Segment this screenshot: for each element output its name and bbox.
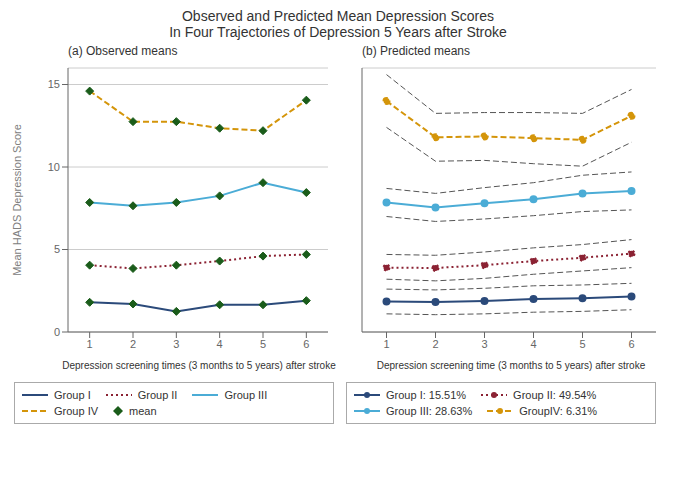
svg-text:1: 1 <box>87 338 93 350</box>
html-text:Group III: 28.63%: Group III: 28.63% <box>386 405 473 417</box>
svg-text:Mean HADS Depression Score: Mean HADS Depression Score <box>11 124 23 276</box>
svg-text:5: 5 <box>579 338 585 350</box>
html-text:Group II: Group II <box>137 389 178 401</box>
html-text:Group III: Group III <box>224 389 268 401</box>
svg-text:2: 2 <box>130 338 136 350</box>
svg-text:10: 10 <box>48 161 60 173</box>
svg-text:4: 4 <box>217 338 223 350</box>
html-text:Depression screening time (3 m: Depression screening time (3 months to 5… <box>376 360 646 371</box>
svg-text:0: 0 <box>54 326 60 338</box>
html-text:mean: mean <box>129 405 157 417</box>
svg-text:2: 2 <box>432 338 438 350</box>
html-text:Observed and Predicted Mean De: Observed and Predicted Mean Depression S… <box>182 8 494 24</box>
svg-text:4: 4 <box>530 338 536 350</box>
svg-text:6: 6 <box>628 338 634 350</box>
html-text:In Four Trajectories of Depres: In Four Trajectories of Depression 5 Yea… <box>169 24 507 40</box>
svg-text:1: 1 <box>383 338 389 350</box>
html-text:Group I: 15.51%: Group I: 15.51% <box>386 389 467 401</box>
html-text:Group IV: Group IV <box>54 405 98 417</box>
html-text:Group II: 49.54%: Group II: 49.54% <box>513 389 597 401</box>
html-text:(a) Observed means: (a) Observed means <box>68 44 178 58</box>
svg-text:15: 15 <box>48 78 60 90</box>
html-text:Group I: Group I <box>54 389 91 401</box>
html-text:(b) Predicted means: (b) Predicted means <box>362 44 470 58</box>
html-text:GroupIV: 6.31%: GroupIV: 6.31% <box>519 405 598 417</box>
svg-text:5: 5 <box>260 338 266 350</box>
svg-text:5: 5 <box>54 243 60 255</box>
svg-text:3: 3 <box>173 338 179 350</box>
html-text:Depression screening times (3: Depression screening times (3 months to … <box>62 360 336 371</box>
svg-text:3: 3 <box>481 338 487 350</box>
svg-text:6: 6 <box>303 338 309 350</box>
